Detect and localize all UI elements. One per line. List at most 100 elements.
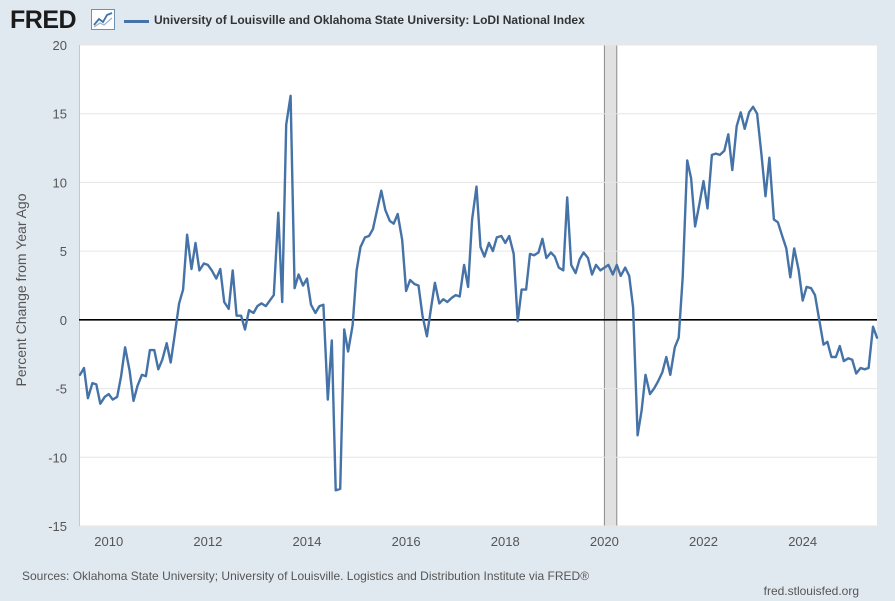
data-point	[426, 335, 428, 337]
data-point	[805, 286, 807, 288]
data-point	[331, 339, 333, 341]
data-point	[570, 264, 572, 266]
data-point	[446, 301, 448, 303]
data-point	[810, 287, 812, 289]
chart-header: FRED University of Louisville and Oklaho…	[0, 0, 895, 40]
data-point	[376, 207, 378, 209]
data-point	[748, 111, 750, 113]
data-point	[863, 368, 865, 370]
data-point	[773, 218, 775, 220]
data-point	[364, 236, 366, 238]
data-point	[161, 359, 163, 361]
data-point	[166, 342, 168, 344]
data-point	[582, 251, 584, 253]
data-point	[83, 367, 85, 369]
data-point	[876, 337, 878, 339]
data-point	[711, 154, 713, 156]
data-point	[277, 212, 279, 214]
data-point	[401, 239, 403, 241]
data-point	[574, 272, 576, 274]
data-point	[256, 305, 258, 307]
data-point	[814, 294, 816, 296]
data-point	[550, 251, 552, 253]
data-point	[554, 255, 556, 257]
data-point	[607, 264, 609, 266]
data-point	[867, 367, 869, 369]
data-point	[632, 306, 634, 308]
data-point	[413, 283, 415, 285]
data-point	[91, 382, 93, 384]
data-point	[327, 398, 329, 400]
data-point	[116, 396, 118, 398]
data-point	[678, 337, 680, 339]
data-point	[372, 228, 374, 230]
data-point	[285, 124, 287, 126]
data-point	[112, 398, 114, 400]
data-point	[198, 269, 200, 271]
data-point	[789, 276, 791, 278]
fred-logo[interactable]: FRED	[10, 6, 77, 34]
data-point	[723, 150, 725, 152]
data-point	[537, 251, 539, 253]
data-point	[108, 393, 110, 395]
data-point	[727, 133, 729, 135]
data-point	[186, 234, 188, 236]
data-point	[517, 320, 519, 322]
data-point	[153, 349, 155, 351]
data-point	[798, 269, 800, 271]
data-point	[847, 357, 849, 359]
data-point	[260, 302, 262, 304]
data-point	[104, 396, 106, 398]
data-point	[628, 275, 630, 277]
data-point	[190, 268, 192, 270]
data-point	[393, 223, 395, 225]
x-tick-label: 2022	[689, 534, 718, 549]
data-point	[389, 220, 391, 222]
data-point	[265, 305, 267, 307]
data-point	[211, 269, 213, 271]
data-point	[248, 309, 250, 311]
data-point	[649, 393, 651, 395]
data-point	[145, 375, 147, 377]
data-point	[595, 264, 597, 266]
series-line[interactable]	[78, 94, 879, 492]
gridlines	[79, 44, 877, 527]
x-axis-ticks: 2010 2012 2014 2016 2018 2020 2022 2024	[94, 534, 817, 549]
data-point	[215, 277, 217, 279]
data-point	[87, 397, 89, 399]
data-point	[132, 400, 134, 402]
data-point	[781, 234, 783, 236]
data-point	[339, 488, 341, 490]
data-point	[612, 273, 614, 275]
data-point	[281, 301, 283, 303]
data-point	[644, 374, 646, 376]
data-point	[504, 242, 506, 244]
x-tick-label: 2014	[293, 534, 322, 549]
data-point	[475, 185, 477, 187]
data-point	[818, 317, 820, 319]
data-point	[620, 275, 622, 277]
data-point	[657, 381, 659, 383]
data-point	[616, 264, 618, 266]
data-point	[529, 253, 531, 255]
data-point	[513, 253, 515, 255]
data-point	[343, 328, 345, 330]
data-point	[541, 238, 543, 240]
data-point	[653, 387, 655, 389]
y-tick-label: 5	[60, 244, 67, 259]
data-point	[682, 276, 684, 278]
x-tick-label: 2010	[94, 534, 123, 549]
data-point	[95, 383, 97, 385]
data-point	[764, 195, 766, 197]
data-point	[368, 235, 370, 237]
data-point	[587, 257, 589, 259]
footer-site-link[interactable]: fred.stlouisfed.org	[763, 584, 859, 598]
data-point	[182, 288, 184, 290]
data-point	[603, 266, 605, 268]
data-point	[141, 374, 143, 376]
data-point	[702, 180, 704, 182]
data-point	[872, 326, 874, 328]
data-point	[170, 361, 172, 363]
data-point	[232, 269, 234, 271]
